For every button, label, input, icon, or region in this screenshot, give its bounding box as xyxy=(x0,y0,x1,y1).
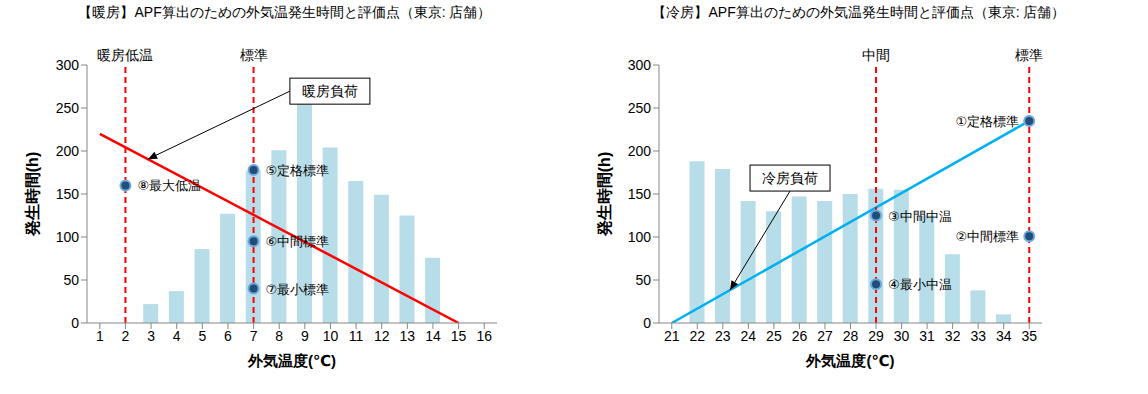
svg-text:1: 1 xyxy=(96,328,104,344)
svg-text:16: 16 xyxy=(476,328,492,344)
svg-text:外気温度(℃): 外気温度(℃) xyxy=(247,352,336,369)
svg-text:2: 2 xyxy=(122,328,130,344)
svg-text:⑧最大低温: ⑧最大低温 xyxy=(137,178,201,193)
svg-text:暖房低温: 暖房低温 xyxy=(97,47,153,63)
svg-text:300: 300 xyxy=(628,57,652,73)
svg-text:暖房負荷: 暖房負荷 xyxy=(302,83,358,99)
svg-text:15: 15 xyxy=(451,328,467,344)
svg-text:3: 3 xyxy=(147,328,155,344)
svg-text:発生時間(h): 発生時間(h) xyxy=(24,152,41,237)
svg-text:8: 8 xyxy=(275,328,283,344)
svg-text:9: 9 xyxy=(301,328,309,344)
svg-text:24: 24 xyxy=(741,328,757,344)
svg-text:300: 300 xyxy=(56,57,80,73)
svg-text:150: 150 xyxy=(628,186,652,202)
svg-text:0: 0 xyxy=(643,315,651,331)
svg-text:250: 250 xyxy=(56,100,80,116)
svg-text:31: 31 xyxy=(919,328,935,344)
svg-text:③中間中温: ③中間中温 xyxy=(888,209,952,224)
svg-text:標準: 標準 xyxy=(1015,47,1043,63)
svg-text:200: 200 xyxy=(56,143,80,159)
svg-text:21: 21 xyxy=(664,328,680,344)
svg-text:23: 23 xyxy=(715,328,731,344)
svg-text:30: 30 xyxy=(894,328,910,344)
html-text:【暖房】APF算出のための外気温発生時間と評価点（東京: 店: 【暖房】APF算出のための外気温発生時間と評価点（東京: 店舗） xyxy=(78,4,492,20)
svg-text:中間: 中間 xyxy=(862,47,890,63)
svg-text:32: 32 xyxy=(945,328,961,344)
svg-text:⑤定格標準: ⑤定格標準 xyxy=(266,163,330,178)
svg-text:0: 0 xyxy=(71,315,79,331)
svg-text:22: 22 xyxy=(690,328,706,344)
svg-text:26: 26 xyxy=(792,328,808,344)
svg-text:13: 13 xyxy=(400,328,416,344)
svg-text:34: 34 xyxy=(996,328,1012,344)
svg-text:250: 250 xyxy=(628,100,652,116)
svg-text:28: 28 xyxy=(843,328,859,344)
svg-text:100: 100 xyxy=(56,229,80,245)
svg-text:発生時間(h): 発生時間(h) xyxy=(596,152,613,237)
svg-text:35: 35 xyxy=(1021,328,1037,344)
svg-text:50: 50 xyxy=(63,272,79,288)
svg-text:29: 29 xyxy=(868,328,884,344)
svg-text:14: 14 xyxy=(425,328,441,344)
svg-text:7: 7 xyxy=(250,328,258,344)
svg-text:12: 12 xyxy=(374,328,390,344)
svg-text:100: 100 xyxy=(628,229,652,245)
svg-text:4: 4 xyxy=(173,328,181,344)
svg-text:⑥中間標準: ⑥中間標準 xyxy=(266,234,330,249)
svg-text:5: 5 xyxy=(198,328,206,344)
svg-text:②中間標準: ②中間標準 xyxy=(956,229,1020,244)
svg-text:150: 150 xyxy=(56,186,80,202)
svg-text:冷房負荷: 冷房負荷 xyxy=(762,170,818,186)
svg-text:200: 200 xyxy=(628,143,652,159)
svg-text:27: 27 xyxy=(817,328,833,344)
html-text:【冷房】APF算出のための外気温発生時間と評価点（東京: 店: 【冷房】APF算出のための外気温発生時間と評価点（東京: 店舗） xyxy=(652,4,1066,20)
svg-text:25: 25 xyxy=(766,328,782,344)
svg-text:10: 10 xyxy=(323,328,339,344)
svg-text:⑦最小標準: ⑦最小標準 xyxy=(266,282,330,297)
svg-text:外気温度(℃): 外気温度(℃) xyxy=(805,352,894,369)
svg-text:標準: 標準 xyxy=(240,47,268,63)
svg-text:33: 33 xyxy=(970,328,986,344)
svg-text:6: 6 xyxy=(224,328,232,344)
svg-text:50: 50 xyxy=(635,272,651,288)
svg-text:④最小中温: ④最小中温 xyxy=(888,277,952,292)
svg-text:①定格標準: ①定格標準 xyxy=(956,114,1020,129)
svg-text:11: 11 xyxy=(349,328,364,344)
